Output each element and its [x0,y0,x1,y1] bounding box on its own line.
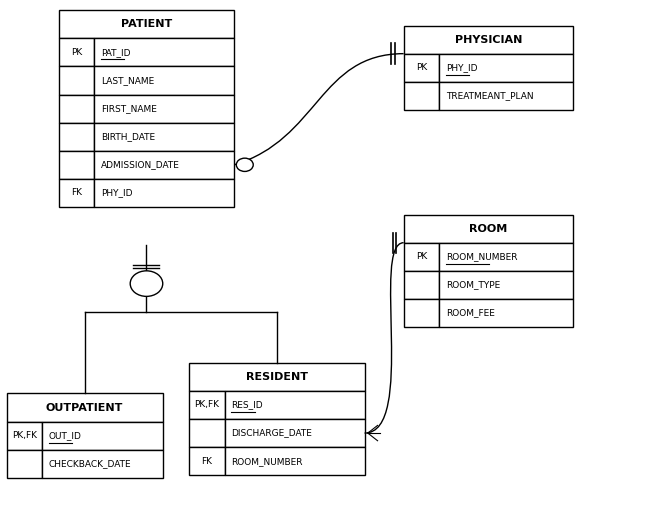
FancyBboxPatch shape [94,179,234,207]
Text: RESIDENT: RESIDENT [245,372,308,382]
Text: PHY_ID: PHY_ID [446,63,477,72]
Text: ROOM_TYPE: ROOM_TYPE [446,281,500,289]
Text: LAST_NAME: LAST_NAME [101,76,154,85]
FancyBboxPatch shape [7,422,42,450]
Text: PHYSICIAN: PHYSICIAN [454,35,522,44]
FancyBboxPatch shape [59,151,94,179]
Text: FK: FK [201,457,212,466]
FancyBboxPatch shape [189,447,225,475]
Text: BIRTH_DATE: BIRTH_DATE [101,132,155,141]
FancyBboxPatch shape [404,243,439,271]
Text: RES_ID: RES_ID [231,401,263,409]
FancyBboxPatch shape [404,26,573,54]
FancyBboxPatch shape [189,363,365,391]
Text: FK: FK [71,189,82,197]
FancyBboxPatch shape [439,54,573,82]
Text: DISCHARGE_DATE: DISCHARGE_DATE [231,429,312,437]
FancyBboxPatch shape [94,151,234,179]
Text: PK,FK: PK,FK [12,431,37,440]
Text: OUT_ID: OUT_ID [49,431,81,440]
FancyBboxPatch shape [59,95,94,123]
FancyBboxPatch shape [404,82,439,110]
FancyBboxPatch shape [404,299,439,327]
FancyBboxPatch shape [59,10,234,38]
Text: FIRST_NAME: FIRST_NAME [101,104,157,113]
FancyBboxPatch shape [404,54,439,82]
Text: PHY_ID: PHY_ID [101,189,132,197]
FancyBboxPatch shape [189,419,225,447]
FancyBboxPatch shape [225,447,365,475]
Text: PATIENT: PATIENT [121,19,172,29]
FancyBboxPatch shape [439,243,573,271]
Text: PAT_ID: PAT_ID [101,48,130,57]
Text: ADMISSION_DATE: ADMISSION_DATE [101,160,180,169]
Text: ROOM_FEE: ROOM_FEE [446,309,495,317]
FancyBboxPatch shape [94,38,234,66]
Text: PK: PK [416,63,427,72]
FancyBboxPatch shape [59,123,94,151]
FancyBboxPatch shape [42,450,163,478]
FancyBboxPatch shape [59,38,94,66]
FancyBboxPatch shape [404,271,439,299]
Text: ROOM: ROOM [469,224,507,234]
Text: OUTPATIENT: OUTPATIENT [46,403,123,412]
Text: TREATMEANT_PLAN: TREATMEANT_PLAN [446,91,534,100]
FancyBboxPatch shape [59,179,94,207]
Text: ROOM_NUMBER: ROOM_NUMBER [231,457,303,466]
FancyBboxPatch shape [7,450,42,478]
Text: ROOM_NUMBER: ROOM_NUMBER [446,252,518,261]
FancyBboxPatch shape [439,271,573,299]
FancyBboxPatch shape [439,82,573,110]
Text: PK,FK: PK,FK [194,401,219,409]
FancyBboxPatch shape [225,391,365,419]
Text: OUT_ID: OUT_ID [49,431,81,440]
FancyBboxPatch shape [42,422,163,450]
FancyBboxPatch shape [404,215,573,243]
FancyBboxPatch shape [7,393,163,422]
Text: RES_ID: RES_ID [231,401,263,409]
Circle shape [130,271,163,296]
FancyBboxPatch shape [94,95,234,123]
Text: CHECKBACK_DATE: CHECKBACK_DATE [49,459,132,468]
FancyBboxPatch shape [94,66,234,95]
FancyBboxPatch shape [59,66,94,95]
Text: PK: PK [416,252,427,261]
FancyBboxPatch shape [439,299,573,327]
FancyBboxPatch shape [225,419,365,447]
Text: PHY_ID: PHY_ID [446,63,477,72]
FancyBboxPatch shape [94,123,234,151]
Text: ROOM_NUMBER: ROOM_NUMBER [446,252,518,261]
Text: d: d [143,277,150,290]
Text: PK: PK [71,48,82,57]
Circle shape [236,158,253,172]
FancyBboxPatch shape [189,391,225,419]
Text: PAT_ID: PAT_ID [101,48,130,57]
